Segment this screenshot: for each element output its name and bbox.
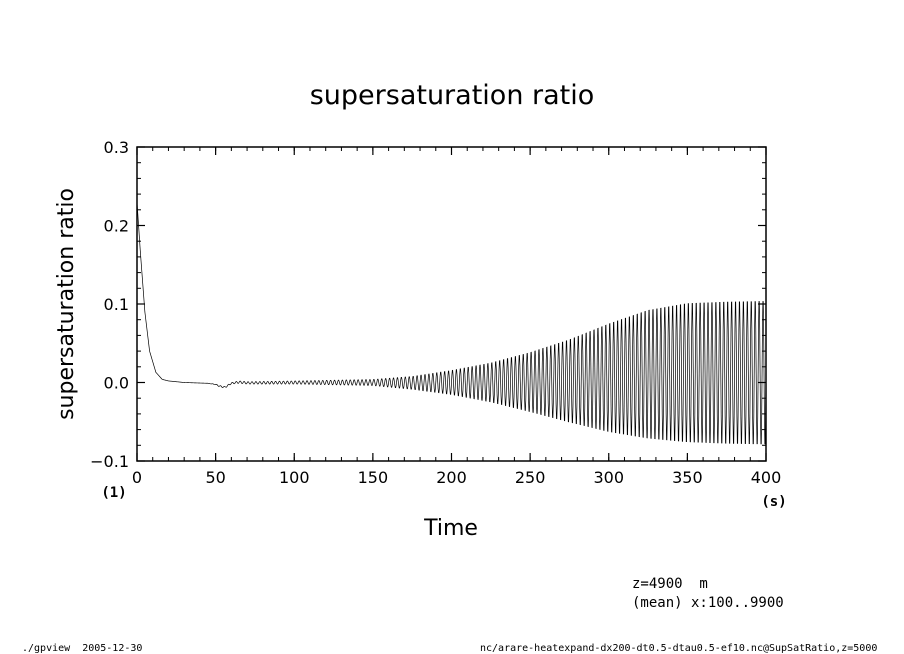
x-unit-label: (s) — [761, 494, 786, 510]
plot-frame — [136, 146, 767, 462]
footer-program: ./gpview 2005-12-30 — [22, 643, 142, 654]
mean-annotation: (mean) x:100..9900 — [632, 595, 784, 611]
x-tick-label: 300 — [593, 468, 624, 487]
y-tick-label: 0.3 — [104, 138, 129, 157]
x-tick-label: 200 — [436, 468, 467, 487]
x-tick-label: 350 — [672, 468, 703, 487]
x-tick-label: 400 — [751, 468, 782, 487]
footer-source: nc/arare-heatexpand-dx200-dt0.5-dtau0.5-… — [480, 643, 877, 654]
x-axis-title: Time — [423, 516, 478, 541]
x-tick-label: 50 — [205, 468, 225, 487]
y-tick-label: 0.1 — [104, 295, 129, 314]
y-unit-label: (1) — [101, 485, 126, 501]
y-axis: −0.1 0.0 0.1 0.2 0.3 — [90, 138, 766, 471]
y-axis-title: supersaturation ratio — [54, 188, 79, 420]
x-tick-label: 100 — [279, 468, 310, 487]
series-line — [136, 201, 767, 445]
level-annotation: z=4900 m — [632, 576, 708, 592]
plot-data — [136, 201, 767, 445]
x-tick-label: 0 — [132, 468, 142, 487]
x-axis: 0 50 100 150 200 250 300 350 400 — [132, 147, 781, 487]
y-tick-label: −0.1 — [90, 452, 129, 471]
x-tick-label: 150 — [358, 468, 389, 487]
y-tick-label: 0.0 — [104, 374, 129, 393]
chart-title: supersaturation ratio — [310, 80, 595, 111]
y-tick-label: 0.2 — [104, 217, 129, 236]
x-tick-label: 250 — [515, 468, 546, 487]
